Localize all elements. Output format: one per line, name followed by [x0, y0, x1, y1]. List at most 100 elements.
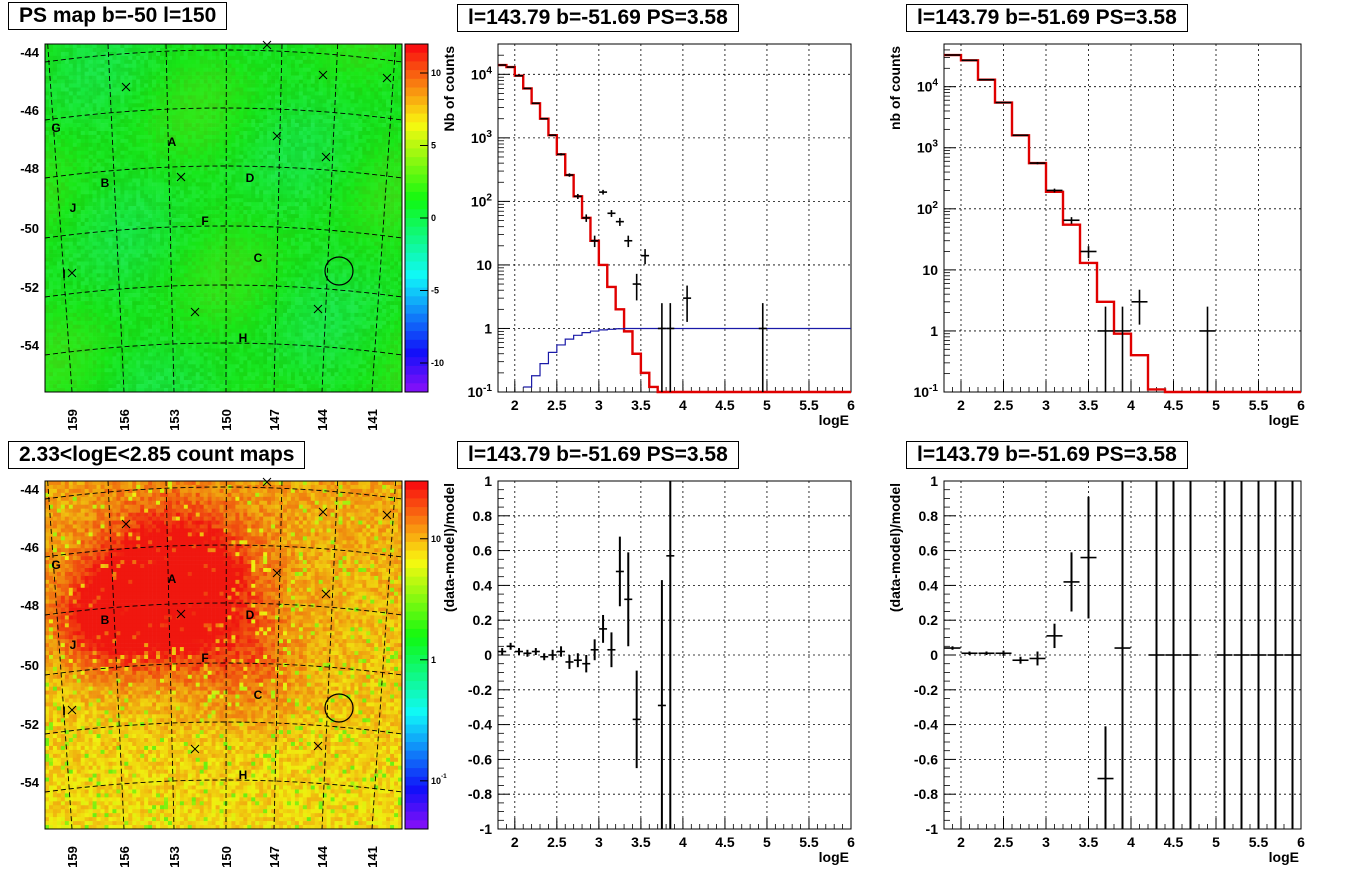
- map-pixel: [199, 138, 204, 144]
- map-pixel: [187, 63, 193, 69]
- map-pixel: [179, 47, 185, 53]
- map-pixel: [298, 194, 304, 199]
- map-pixel: [108, 261, 113, 266]
- map-pixel: [199, 59, 204, 65]
- map-pixel: [302, 174, 308, 179]
- map-pixel: [283, 241, 288, 246]
- map-pixel: [358, 71, 363, 76]
- map-pixel: [378, 44, 383, 49]
- map-pixel: [144, 138, 149, 144]
- map-pixel: [160, 123, 165, 128]
- map-pixel: [259, 63, 264, 69]
- map-pixel: [60, 202, 66, 207]
- map-pixel: [358, 237, 363, 243]
- map-pixel: [302, 63, 308, 69]
- map-pixel: [302, 182, 308, 187]
- map-pixel: [167, 257, 173, 262]
- map-pixel: [152, 202, 157, 207]
- map-pixel: [374, 154, 379, 159]
- map-pixel: [338, 162, 343, 167]
- map-pixel: [326, 257, 331, 262]
- map-pixel: [164, 71, 169, 76]
- map-pixel: [56, 186, 62, 191]
- map-pixel: [286, 67, 292, 72]
- map-pixel: [175, 233, 181, 239]
- map-pixel: [171, 257, 177, 262]
- map-pixel: [378, 202, 383, 207]
- map-pixel: [84, 83, 89, 88]
- map-pixel: [390, 59, 395, 65]
- map-pixel: [96, 170, 101, 175]
- map-pixel: [294, 63, 300, 69]
- map-pixel: [306, 123, 312, 128]
- map-pixel: [203, 111, 208, 116]
- map-pixel: [72, 51, 78, 57]
- map-pixel: [144, 214, 149, 219]
- map-pixel: [112, 123, 117, 128]
- map-pixel: [326, 71, 331, 76]
- map-pixel: [227, 229, 232, 235]
- map-pixel: [45, 202, 50, 207]
- map-pixel: [104, 138, 109, 144]
- map-pixel: [92, 79, 97, 84]
- map-pixel: [267, 63, 272, 69]
- map-pixel: [160, 142, 165, 148]
- map-pixel: [334, 233, 339, 239]
- map-pixel: [255, 67, 260, 72]
- map-pixel: [92, 63, 97, 69]
- map-pixel: [88, 206, 93, 211]
- map-pixel: [124, 95, 129, 100]
- map-pixel: [259, 87, 264, 92]
- map-pixel: [338, 91, 343, 96]
- map-pixel: [156, 111, 161, 116]
- map-pixel: [306, 237, 312, 243]
- map-pixel: [370, 47, 375, 53]
- map-pixel: [239, 178, 244, 183]
- map-pixel: [338, 44, 343, 49]
- map-pixel: [263, 150, 268, 156]
- map-pixel: [271, 95, 276, 100]
- map-pixel: [378, 158, 383, 163]
- map-pixel: [207, 194, 212, 199]
- map-pixel: [207, 214, 212, 219]
- map-pixel: [52, 71, 58, 76]
- map-pixel: [92, 162, 97, 167]
- map-pixel: [64, 154, 70, 159]
- map-pixel: [120, 162, 125, 167]
- map-pixel: [76, 63, 81, 69]
- map-pixel: [334, 186, 339, 191]
- map-pixel: [72, 206, 78, 211]
- map-pixel: [60, 210, 66, 215]
- map-pixel: [112, 131, 117, 136]
- map-pixel: [203, 71, 208, 76]
- map-pixel: [52, 142, 58, 148]
- map-pixel: [334, 158, 339, 163]
- map-pixel: [398, 47, 403, 53]
- map-pixel: [259, 71, 264, 76]
- map-pixel: [219, 111, 224, 116]
- map-pixel: [318, 142, 323, 148]
- map-pixel: [374, 83, 379, 88]
- map-pixel: [175, 158, 181, 163]
- map-pixel: [286, 131, 292, 136]
- map-pixel: [290, 166, 296, 171]
- map-pixel: [382, 229, 387, 235]
- map-pixel: [45, 158, 50, 163]
- map-pixel: [48, 107, 54, 112]
- map-pixel: [195, 138, 200, 144]
- map-pixel: [120, 111, 125, 116]
- map-pixel: [223, 127, 228, 132]
- map-pixel: [374, 214, 379, 219]
- map-pixel: [286, 233, 292, 239]
- map-pixel: [354, 83, 359, 88]
- map-pixel: [342, 210, 347, 215]
- map-pixel: [290, 221, 296, 227]
- map-pixel: [195, 134, 200, 140]
- map-pixel: [132, 214, 137, 219]
- map-pixel: [88, 221, 93, 227]
- map-pixel: [96, 182, 101, 187]
- map-pixel: [136, 257, 141, 262]
- map-pixel: [334, 162, 339, 167]
- map-pixel: [306, 63, 312, 69]
- map-pixel: [60, 186, 66, 191]
